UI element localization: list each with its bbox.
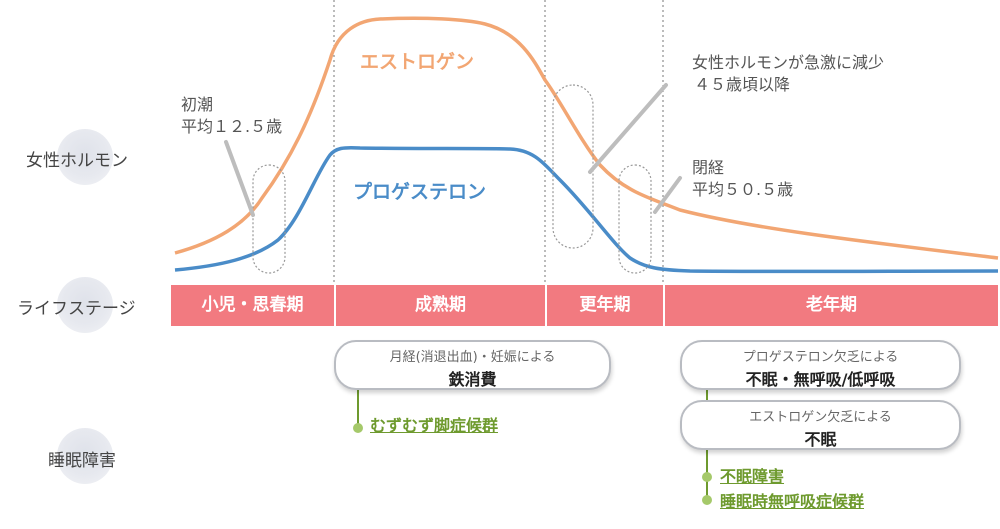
leader-lines — [224, 83, 682, 217]
menarche-title: 初潮 — [181, 95, 214, 114]
progesterone-deficiency-pill: プロゲステロン欠乏による 不眠・無呼吸/低呼吸 — [680, 340, 961, 390]
hormone-row-label: 女性ホルモン — [26, 151, 128, 171]
progesterone-label: プロゲステロン — [353, 181, 487, 203]
lifestage-row-label: ライフステージ — [17, 299, 136, 319]
progesterone-pill-cause: プロゲステロン欠乏による — [742, 350, 899, 365]
insomnia-disorder: 不眠障害 — [720, 467, 785, 486]
decline-oval — [552, 84, 594, 249]
hormone-row-circle — [57, 129, 113, 185]
menarche-oval — [252, 164, 286, 274]
iron-pill-cause: 月経(消退出血)・妊娠による — [389, 350, 556, 365]
progesterone-curve — [174, 145, 999, 274]
restless-legs-syndrome: むずむず脚症候群 — [370, 416, 499, 435]
estrogen-deficiency-pill: エストロゲン欠乏による 不眠 — [680, 400, 961, 450]
decline-annotation: 女性ホルモンが急激に減少 ４５歳頃以降 — [692, 52, 884, 96]
stage-maturity: 成熟期 — [415, 295, 466, 315]
menopause-title: 閉経 — [692, 158, 725, 177]
stage-childhood: 小児・思春期 — [201, 295, 304, 315]
menopause-oval — [618, 164, 652, 274]
stage-dividers — [333, 0, 664, 326]
progesterone-pill-effect: 不眠・無呼吸/低呼吸 — [745, 370, 896, 389]
lifestage-bar: 小児・思春期 成熟期 更年期 老年期 — [171, 285, 998, 326]
decline-leader — [588, 83, 668, 174]
sleep-row-circle — [57, 428, 113, 484]
menarche-annotation: 初潮 平均１２.５歳 — [181, 94, 282, 138]
stage-menopause: 更年期 — [579, 295, 631, 315]
lifestage-row-circle — [57, 277, 113, 333]
iron-pill-effect: 鉄消費 — [448, 370, 497, 389]
sleep-row-label: 睡眠障害 — [48, 451, 116, 471]
estrogen-label: エストロゲン — [360, 51, 475, 73]
menopause-leader — [653, 176, 682, 214]
estrogen-pill-effect: 不眠 — [804, 430, 837, 449]
menopause-age: 平均５０.５歳 — [692, 180, 794, 199]
iron-consumption-pill: 月経(消退出血)・妊娠による 鉄消費 — [334, 340, 611, 390]
decline-title: 女性ホルモンが急激に減少 — [692, 53, 885, 72]
estrogen-pill-cause: エストロゲン欠乏による — [749, 410, 892, 425]
estrogen-curve — [174, 16, 999, 260]
menarche-age: 平均１２.５歳 — [181, 117, 283, 136]
decline-age: ４５歳頃以降 — [694, 75, 791, 94]
menarche-leader — [224, 140, 255, 217]
menopause-annotation: 閉経 平均５０.５歳 — [692, 157, 793, 201]
sleep-apnea-syndrome: 睡眠時無呼吸症候群 — [720, 492, 865, 511]
stage-senescence: 老年期 — [806, 295, 857, 315]
